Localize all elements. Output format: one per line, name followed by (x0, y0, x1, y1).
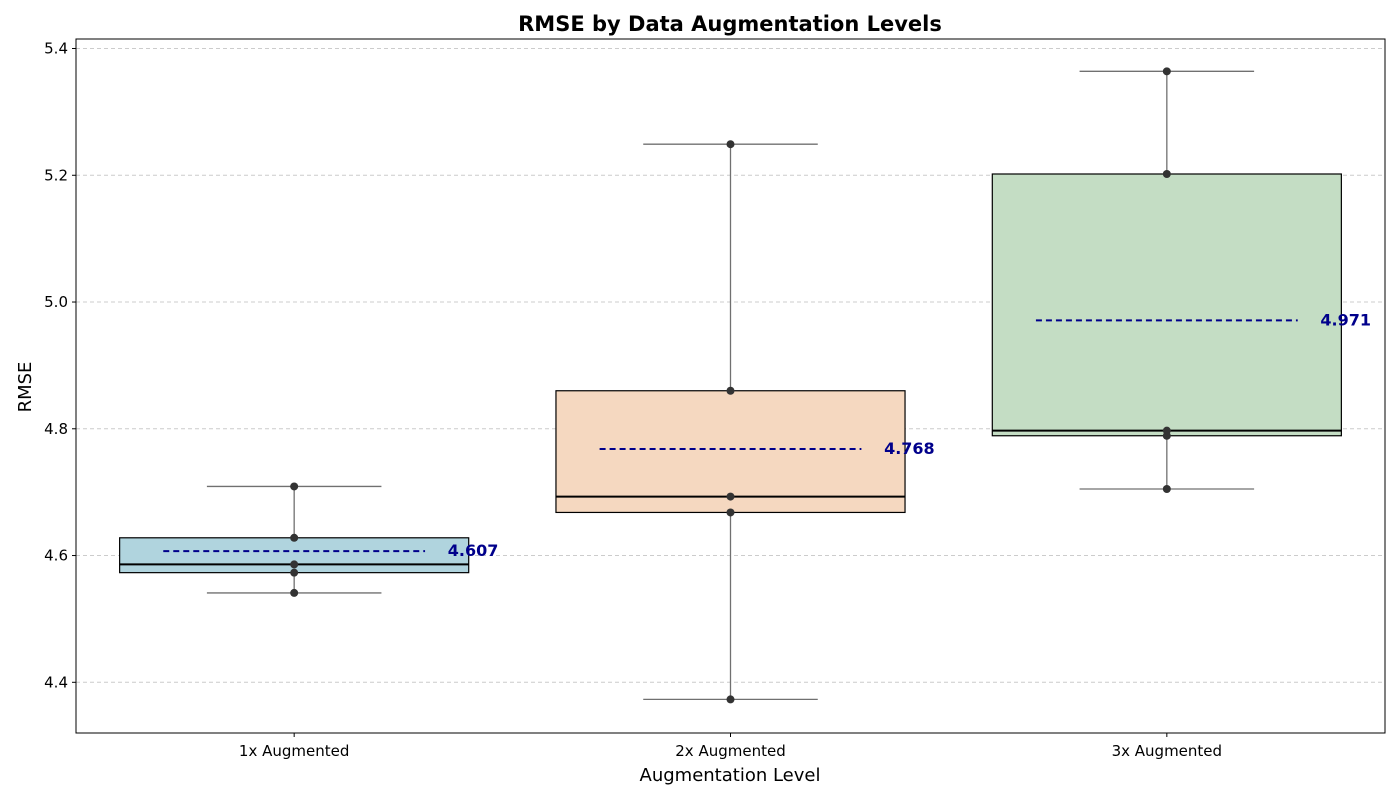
data-point (726, 508, 735, 517)
data-point (726, 140, 735, 149)
y-tick-label: 5.2 (44, 166, 68, 184)
iqr-box (991, 173, 1342, 437)
data-point (1162, 169, 1171, 178)
box-group: 4.768 (555, 140, 935, 704)
data-point (726, 695, 735, 704)
mean-value-label: 4.971 (1320, 310, 1371, 329)
y-tick-label: 5.0 (44, 293, 68, 311)
y-axis-ticks: 4.4 4.6 4.8 5.0 5.2 5.4 (44, 40, 76, 691)
box-group: 4.607 (119, 482, 499, 597)
x-tick-label: 1x Augmented (239, 742, 349, 760)
y-tick-label: 4.6 (44, 547, 68, 565)
boxes-layer: 4.607 4.768 4.971 (119, 67, 1371, 704)
y-axis-label: RMSE (15, 362, 36, 413)
iqr-box (555, 390, 906, 514)
x-tick-label: 2x Augmented (675, 742, 785, 760)
x-axis-label: Augmentation Level (640, 765, 821, 786)
data-point (726, 492, 735, 501)
box-group: 4.971 (991, 67, 1371, 493)
data-point (726, 386, 735, 395)
y-tick-label: 4.4 (44, 673, 68, 691)
data-point (290, 482, 299, 491)
data-point (290, 560, 299, 569)
data-point (1162, 484, 1171, 493)
y-tick-label: 4.8 (44, 420, 68, 438)
mean-value-label: 4.768 (884, 439, 935, 458)
x-axis-ticks: 1x Augmented 2x Augmented 3x Augmented (239, 733, 1222, 760)
mean-value-label: 4.607 (448, 541, 499, 560)
plot-frame (75, 38, 1386, 734)
data-point (1162, 67, 1171, 76)
y-tick-label: 5.4 (44, 40, 68, 58)
data-point (290, 533, 299, 542)
chart-title: RMSE by Data Augmentation Levels (518, 12, 942, 36)
data-point (290, 588, 299, 597)
data-point (1162, 426, 1171, 435)
data-point (290, 568, 299, 577)
x-tick-label: 3x Augmented (1112, 742, 1222, 760)
